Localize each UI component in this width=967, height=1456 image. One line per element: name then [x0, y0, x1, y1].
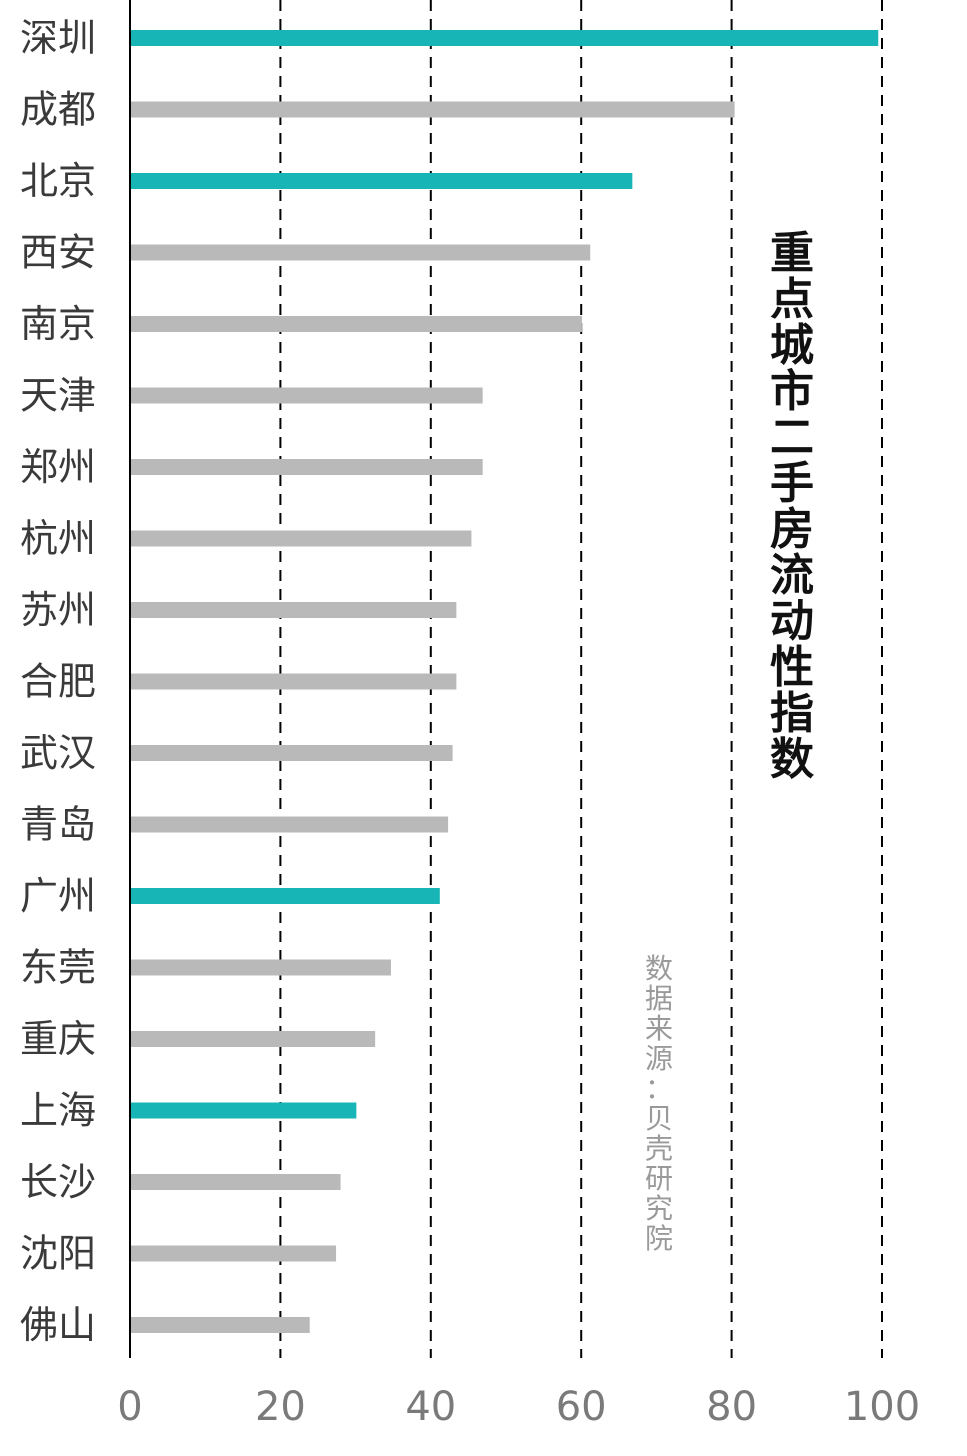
category-label-0: 深圳	[20, 16, 96, 60]
x-tick-label-20: 20	[255, 1384, 306, 1430]
bar-13	[130, 959, 391, 976]
category-label-8: 苏州	[20, 588, 96, 632]
category-label-16: 长沙	[20, 1160, 96, 1204]
category-label-11: 青岛	[20, 803, 96, 847]
bar-11	[130, 816, 449, 833]
bar-18	[130, 1317, 310, 1333]
category-label-10: 武汉	[20, 731, 96, 775]
category-label-4: 南京	[20, 302, 96, 346]
bar-1	[130, 101, 735, 118]
bar-6	[130, 459, 483, 475]
bar-10	[130, 745, 453, 761]
x-tick-label-0: 0	[117, 1384, 142, 1430]
category-label-2: 北京	[20, 159, 96, 203]
category-label-17: 沈阳	[20, 1232, 96, 1276]
data-source-text: 数据来源：贝壳研究院	[645, 952, 673, 1255]
category-label-14: 重庆	[20, 1017, 96, 1061]
category-label-1: 成都	[20, 88, 96, 132]
category-label-18: 佛山	[20, 1303, 96, 1347]
x-tick-label-60: 60	[556, 1384, 607, 1430]
chart-title: 重点城市二手房流动性指数	[770, 228, 814, 785]
bar-16	[130, 1174, 341, 1190]
category-label-12: 广州	[20, 874, 96, 918]
category-label-3: 西安	[20, 231, 96, 275]
category-label-5: 天津	[20, 374, 96, 418]
bar-14	[130, 1031, 376, 1047]
chart-title-text: 重点城市二手房流动性指数	[770, 228, 814, 785]
x-tick-labels: 0 20 40 60 80 100	[117, 1384, 920, 1430]
bar-4	[130, 316, 582, 332]
bar-9	[130, 673, 457, 690]
x-tick-label-100: 100	[844, 1384, 920, 1430]
x-tick-label-80: 80	[706, 1384, 757, 1430]
bars	[130, 30, 879, 1333]
bar-17	[130, 1245, 337, 1262]
bar-3	[130, 244, 591, 261]
category-label-13: 东莞	[20, 946, 96, 990]
bar-8	[130, 602, 457, 618]
category-label-7: 杭州	[20, 517, 96, 561]
grid-lines	[279, 0, 883, 1358]
x-tick-label-40: 40	[405, 1384, 456, 1430]
bar-12	[130, 888, 440, 904]
bar-0	[130, 30, 879, 46]
category-label-15: 上海	[20, 1089, 96, 1133]
bar-5	[130, 387, 483, 404]
bar-15	[130, 1102, 357, 1119]
data-source-note: 数据来源：贝壳研究院	[645, 952, 673, 1255]
bar-7	[130, 530, 472, 547]
category-label-9: 合肥	[20, 660, 96, 704]
category-label-6: 郑州	[20, 445, 96, 489]
bar-2	[130, 173, 633, 189]
